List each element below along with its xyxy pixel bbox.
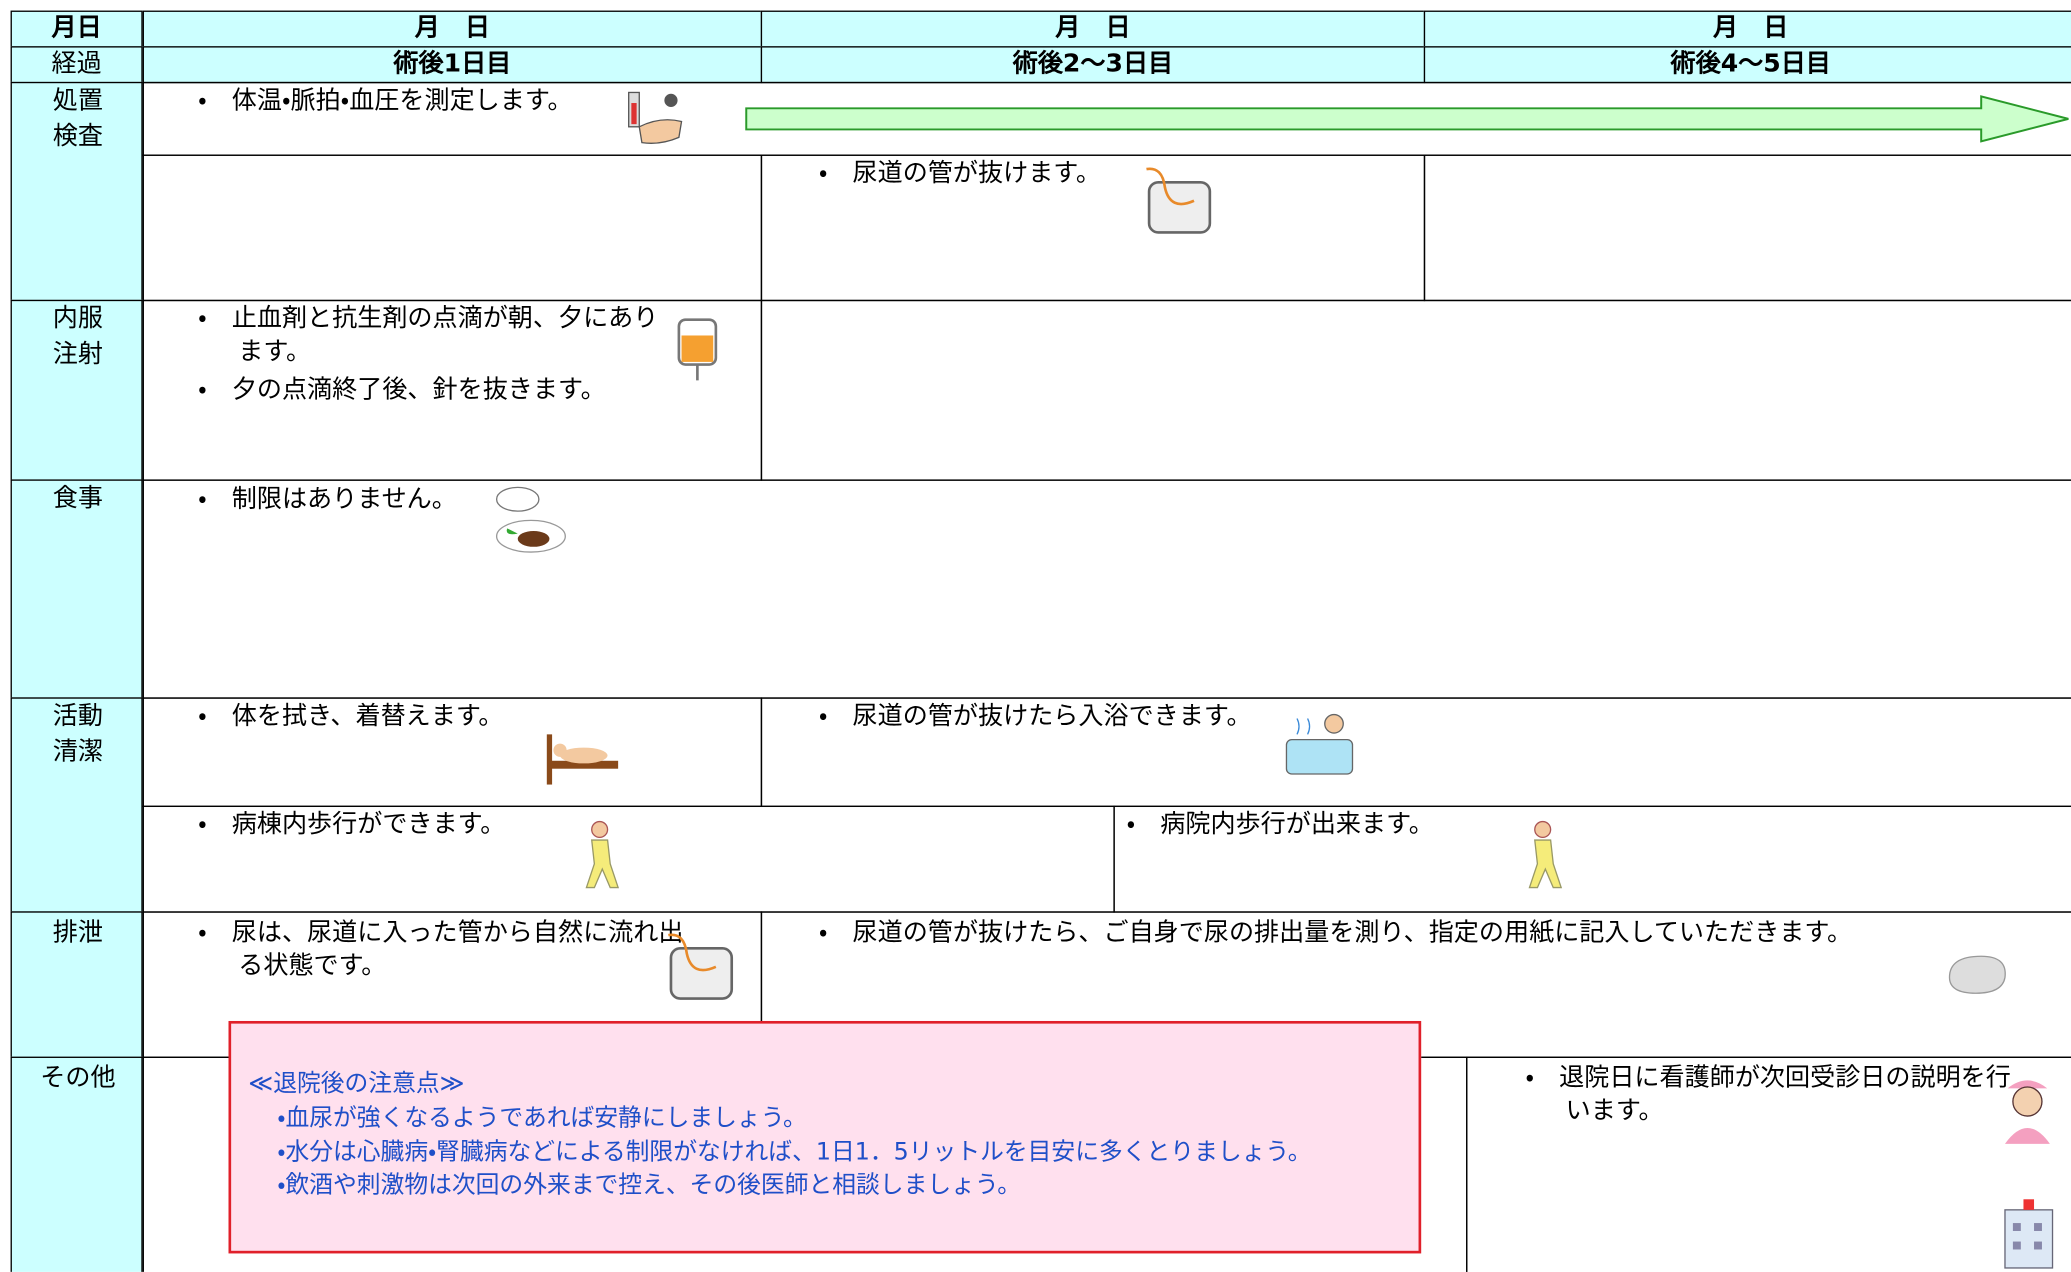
day: 術後1日目 (393, 48, 512, 78)
header-cell: 経過 (10, 46, 143, 84)
row-label: 注射 (52, 339, 104, 369)
course-label: 経過 (51, 48, 102, 78)
day: 術後4～5日目 (1670, 48, 1831, 78)
cell-text: ・ 退院日に看護師が次回受診日の説明を行います。 (1525, 1063, 2011, 1126)
blood-pressure-icon (628, 91, 683, 144)
notice-title: ≪退院後の注意点≫ (248, 1069, 465, 1098)
iv-drip-icon (677, 318, 718, 381)
header-cell: 術後2～3日目 (760, 46, 1426, 84)
day: 術後2～3日目 (1012, 48, 1174, 78)
header-cell: 月日 (10, 10, 143, 48)
row-label: 清潔 (52, 737, 104, 767)
hospital-icon (2004, 1199, 2054, 1269)
row-label: 内服 (52, 303, 104, 333)
cell-text: ・ 体を拭き、着替えます。 (198, 701, 504, 731)
header-cell: 術後4～5日目 (1423, 46, 2071, 84)
notice-item: ・飲酒や刺激物は次回の外来まで控え、その後医師と相談しましょう。 (277, 1171, 1022, 1200)
notice-item: ・血尿が強くなるようであれば安静にしましょう。 (277, 1104, 807, 1132)
bath-icon (1285, 713, 1354, 775)
cell-text: ・ 病院内歩行が出来ます。 (1126, 809, 1434, 839)
row-label: 処置 (52, 85, 104, 115)
row-label: その他 (40, 1063, 116, 1093)
urinal-icon (1948, 955, 2006, 994)
header-cell: 月 日 (1423, 10, 2071, 48)
cell-text: ・ 尿道の管が抜けます。 (818, 158, 1101, 188)
meal-icon (495, 486, 566, 553)
notice-box (228, 1020, 1422, 1254)
cell (760, 299, 2071, 481)
cell-text: ・ 病棟内歩行ができます。 (198, 809, 506, 839)
row-label-cell: 食事 (10, 479, 143, 699)
notice-item: ・水分は心臓病・腎臓病などによる制限がなければ、1日1．5リットルを目安に多くと… (277, 1138, 1312, 1167)
row-label: 食事 (52, 483, 104, 513)
date: 月 日 (414, 13, 491, 43)
cell (1423, 154, 2071, 302)
header-cell: 月 日 (142, 10, 763, 48)
urine-bag-icon (668, 933, 734, 1000)
cell-text: ・ 止血剤と抗生剤の点滴が朝、夕にあります。 (198, 303, 659, 366)
row-label-cell: 排泄 (10, 911, 143, 1058)
bed-icon (546, 734, 619, 785)
date: 月 日 (1713, 13, 1789, 43)
cell-text: ・ 尿は、尿道に入った管から自然に流れ出る状態です。 (198, 917, 684, 981)
urine-bag-icon (1146, 167, 1212, 234)
row-label: 検査 (52, 121, 104, 151)
continuation-arrow (745, 95, 2069, 143)
row-label: 排泄 (52, 917, 104, 948)
cell-text: ・ 尿道の管が抜けたら、ご自身で尿の排出量を測り、指定の用紙に記入していただきま… (818, 917, 1853, 948)
cell-text: ・ 制限はありません。 (198, 484, 457, 514)
row-label-cell: 内服 注射 (10, 299, 143, 481)
walking-icon (1528, 820, 1563, 889)
walking-icon (585, 820, 620, 889)
row-label-cell: 処置 検査 (10, 81, 143, 302)
date-label: 月日 (51, 13, 102, 43)
row-label-cell: その他 (10, 1056, 143, 1272)
cell-text: ・ 尿道の管が抜けたら入浴できます。 (818, 701, 1252, 731)
row-label: 活動 (52, 701, 104, 731)
cell (142, 154, 763, 302)
header-cell: 月 日 (760, 10, 1426, 48)
date: 月 日 (1055, 13, 1131, 43)
header-cell: 術後1日目 (142, 46, 763, 84)
nurse-icon (2004, 1080, 2050, 1144)
row-label-cell: 活動 清潔 (10, 697, 143, 913)
cell-text: ・ 体温・脈拍・血圧を測定します。 (198, 85, 573, 115)
cell-text: ・ 夕の点滴終了後、針を抜きます。 (198, 375, 606, 405)
cell (1466, 1056, 2071, 1272)
